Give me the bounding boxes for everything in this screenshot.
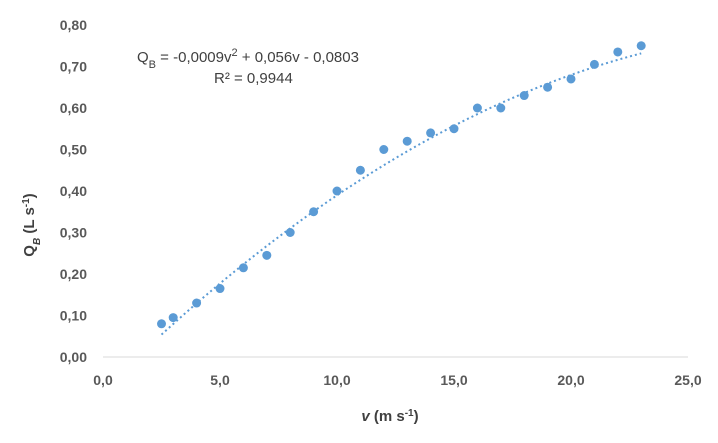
x-tick-label: 5,0: [210, 372, 230, 388]
y-axis-title: QB (L s-1): [21, 193, 43, 256]
data-point: [285, 228, 295, 237]
data-point: [589, 59, 599, 69]
y-tick-label: 0,00: [60, 349, 87, 365]
data-point: [566, 74, 576, 84]
data-point: [379, 145, 389, 154]
x-tick-label: 20,0: [557, 372, 584, 388]
y-tick-label: 0,70: [60, 59, 87, 75]
data-point: [262, 250, 272, 260]
x-axis-title: v (m s-1): [361, 408, 418, 426]
y-tick-label: 0,30: [60, 225, 87, 241]
data-point: [168, 313, 178, 323]
x-tick-label: 10,0: [323, 372, 350, 388]
data-point: [543, 82, 553, 92]
data-point: [355, 165, 365, 175]
y-axis-ticks: 0,00 0,10 0,20 0,30 0,40 0,50 0,60 0,70 0,80: [60, 17, 87, 365]
data-point: [309, 207, 319, 217]
data-point: [215, 284, 225, 294]
data-point: [472, 103, 482, 113]
x-axis-ticks: 0,0 5,0 10,0 15,0 20,0 25,0: [93, 372, 702, 388]
data-point: [192, 298, 202, 308]
data-point: [332, 186, 342, 196]
x-tick-label: 15,0: [440, 372, 467, 388]
r-squared-label: R² = 0,9944: [214, 70, 293, 87]
y-tick-label: 0,40: [60, 183, 87, 199]
data-point: [496, 103, 506, 113]
data-point: [449, 124, 459, 134]
data-point: [238, 263, 248, 273]
x-tick-label: 25,0: [674, 372, 701, 388]
data-points: [157, 41, 646, 329]
x-tick-label: 0,0: [93, 372, 113, 388]
y-tick-label: 0,20: [60, 266, 87, 282]
data-point: [519, 91, 529, 101]
y-tick-label: 0,80: [60, 17, 87, 33]
data-point: [613, 47, 623, 57]
trendline: [160, 52, 642, 336]
data-point: [402, 136, 412, 146]
y-tick-label: 0,60: [60, 100, 87, 116]
data-point: [636, 41, 646, 51]
data-point: [157, 319, 166, 329]
trendline-equation: QB = -0,0009v2 + 0,056v - 0,0803: [137, 47, 359, 71]
y-tick-label: 0,10: [60, 308, 87, 324]
data-point: [426, 128, 436, 138]
y-tick-label: 0,50: [60, 142, 87, 158]
